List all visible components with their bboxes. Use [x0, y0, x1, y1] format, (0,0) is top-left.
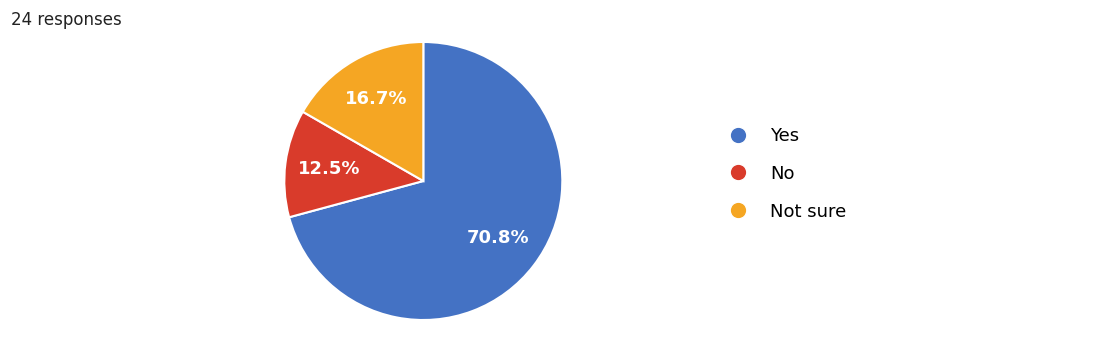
Wedge shape — [284, 112, 423, 217]
Text: 12.5%: 12.5% — [299, 160, 361, 178]
Wedge shape — [290, 42, 563, 320]
Text: 70.8%: 70.8% — [467, 230, 529, 248]
Text: 16.7%: 16.7% — [344, 90, 408, 108]
Legend: Yes, No, Not sure: Yes, No, Not sure — [711, 118, 856, 230]
Wedge shape — [303, 42, 423, 181]
Text: 24 responses: 24 responses — [11, 11, 121, 29]
